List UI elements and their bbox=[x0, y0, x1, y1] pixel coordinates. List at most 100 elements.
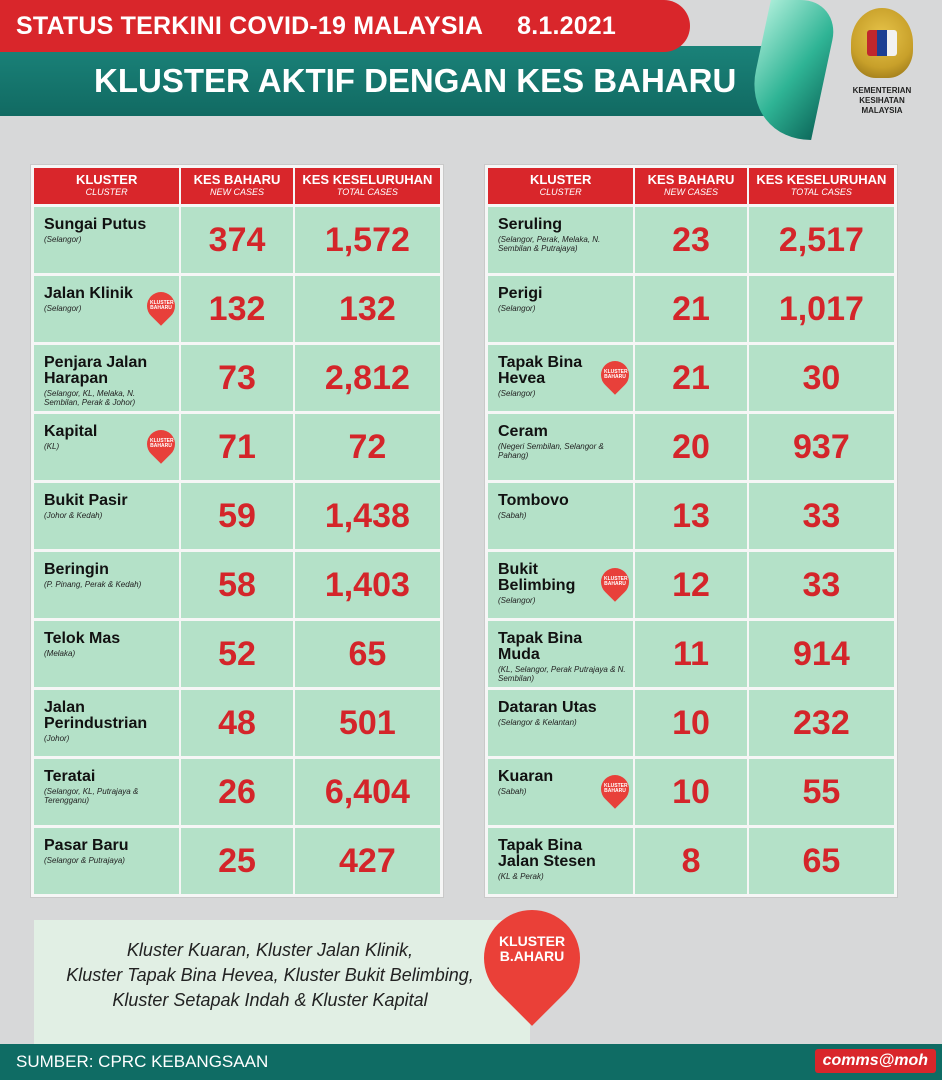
cluster-location: (Melaka) bbox=[44, 649, 76, 658]
cluster-cell: Perigi (Selangor) bbox=[488, 276, 634, 342]
cluster-cell: Tapak Bina Jalan Stesen (KL & Perak) bbox=[488, 828, 634, 894]
new-cases-cell: 11 bbox=[635, 621, 747, 687]
total-cases-value: 72 bbox=[348, 427, 387, 466]
total-cases-cell: 1,017 bbox=[748, 276, 895, 342]
new-cases-value: 71 bbox=[218, 427, 256, 466]
total-cases-value: 33 bbox=[802, 496, 841, 535]
cluster-location: (Selangor & Kelantan) bbox=[498, 718, 577, 727]
new-cases-value: 21 bbox=[672, 289, 710, 328]
table-row: Teratai (Selangor, KL, Putrajaya & Tereng… bbox=[34, 759, 441, 825]
total-cases-value: 1,438 bbox=[324, 496, 410, 535]
total-cases-cell: 1,572 bbox=[294, 207, 441, 273]
table-row: Jalan Perindustrian (Johor) 48 501 bbox=[34, 690, 441, 756]
header-new-cases: KES BAHARU NEW CASES bbox=[635, 168, 747, 204]
table-row: Telok Mas (Melaka) 52 65 bbox=[34, 621, 441, 687]
total-cases-value: 33 bbox=[802, 565, 841, 604]
cluster-name: Sungai Putus bbox=[44, 216, 147, 233]
table-row: Ceram (Negeri Sembilan, Selangor & Pahang… bbox=[488, 414, 895, 480]
note-line: Kluster Tapak Bina Hevea, Kluster Bukit … bbox=[66, 965, 474, 985]
header-new-cases: KES BAHARU NEW CASES bbox=[181, 168, 293, 204]
cluster-name: Beringin bbox=[44, 561, 109, 578]
cluster-cell: Teratai (Selangor, KL, Putrajaya & Tereng… bbox=[34, 759, 180, 825]
cluster-cell: Beringin (P. Pinang, Perak & Kedah) bbox=[34, 552, 180, 618]
cluster-cell: Seruling (Selangor, Perak, Melaka, N. Sem… bbox=[488, 207, 634, 273]
total-cases-cell: 2,812 bbox=[294, 345, 441, 411]
new-cases-cell: 374 bbox=[181, 207, 293, 273]
cluster-location: (Selangor, KL, Putrajaya & Terengganu) bbox=[44, 787, 139, 805]
cluster-cell: Kapital (KL) KLUSTER BAHARU bbox=[34, 414, 182, 480]
subtitle-banner: KLUSTER AKTIF DENGAN KES BAHARU bbox=[0, 46, 800, 116]
total-cases-value: 65 bbox=[348, 634, 387, 673]
new-cases-value: 52 bbox=[218, 634, 256, 673]
new-cases-value: 374 bbox=[208, 220, 266, 259]
new-cases-value: 11 bbox=[673, 634, 709, 673]
table-row: Sungai Putus (Selangor) 374 1,572 bbox=[34, 207, 441, 273]
cluster-name: Tapak Bina Jalan Stesen bbox=[498, 837, 596, 870]
total-cases-value: 55 bbox=[802, 772, 841, 811]
new-cases-cell: 20 bbox=[635, 414, 747, 480]
note-line: Kluster Setapak Indah & Kluster Kapital bbox=[112, 990, 428, 1010]
cluster-location: (Selangor) bbox=[44, 304, 82, 313]
cluster-cell: Telok Mas (Melaka) bbox=[34, 621, 180, 687]
cluster-cell: Tombovo (Sabah) bbox=[488, 483, 634, 549]
cluster-table-left: KLUSTER CLUSTER KES BAHARU NEW CASES KES K… bbox=[30, 164, 444, 898]
ministry-name-line2: MALAYSIA bbox=[861, 106, 903, 115]
total-cases-value: 132 bbox=[339, 289, 396, 328]
table-row: Tapak Bina Jalan Stesen (KL & Perak) 8 65 bbox=[488, 828, 895, 894]
cluster-name: Tapak Bina Muda bbox=[498, 630, 583, 663]
cluster-name: Bukit Belimbing bbox=[498, 561, 576, 594]
total-cases-value: 6,404 bbox=[324, 772, 410, 811]
cluster-location: (Selangor, Perak, Melaka, N. Sembilan & … bbox=[498, 235, 601, 253]
new-cases-cell: 10 bbox=[635, 690, 747, 756]
new-cases-cell: 13 bbox=[635, 483, 747, 549]
total-cases-cell: 55 bbox=[748, 759, 895, 825]
cluster-name: Dataran Utas bbox=[498, 699, 597, 716]
new-cases-value: 20 bbox=[672, 427, 710, 466]
header-cluster: KLUSTER CLUSTER bbox=[488, 168, 634, 204]
cluster-cell: Bukit Belimbing (Selangor) KLUSTER BAHARU bbox=[488, 552, 636, 618]
total-cases-cell: 1,438 bbox=[294, 483, 441, 549]
cluster-name: Teratai bbox=[44, 768, 96, 785]
cluster-cell: Kuaran (Sabah) KLUSTER BAHARU bbox=[488, 759, 636, 825]
new-cases-value: 21 bbox=[672, 358, 710, 397]
table-row: Bukit Pasir (Johor & Kedah) 59 1,438 bbox=[34, 483, 441, 549]
cluster-cell: Ceram (Negeri Sembilan, Selangor & Pahang… bbox=[488, 414, 634, 480]
total-cases-value: 65 bbox=[802, 841, 841, 880]
total-cases-cell: 1,403 bbox=[294, 552, 441, 618]
page-curl-decoration bbox=[741, 0, 841, 140]
table-row: Tapak Bina Muda (KL, Selangor, Perak Putr… bbox=[488, 621, 895, 687]
table-row: Bukit Belimbing (Selangor) KLUSTER BAHARU 1… bbox=[488, 552, 895, 618]
new-cases-value: 26 bbox=[218, 772, 256, 811]
total-cases-value: 914 bbox=[793, 634, 850, 673]
cluster-location: (KL & Perak) bbox=[498, 872, 544, 881]
new-cluster-note-box bbox=[34, 920, 530, 1044]
cluster-name: Jalan Perindustrian bbox=[44, 699, 148, 732]
total-cases-cell: 132 bbox=[294, 276, 441, 342]
new-cases-value: 25 bbox=[218, 841, 256, 880]
new-cases-value: 59 bbox=[218, 496, 256, 535]
new-cluster-pin-label: KLUSTER B.AHARU bbox=[498, 933, 566, 964]
new-cases-value: 10 bbox=[672, 772, 710, 811]
cluster-location: (Selangor) bbox=[498, 304, 536, 313]
total-cases-cell: 501 bbox=[294, 690, 441, 756]
ministry-logo: KEMENTERIAN KESIHATAN MALAYSIA bbox=[830, 8, 934, 118]
new-cases-value: 132 bbox=[208, 289, 266, 328]
header-total-cases: KES KESELURUHAN TOTAL CASES bbox=[748, 168, 895, 204]
note-line: Kluster Kuaran, Kluster Jalan Klinik, bbox=[126, 940, 414, 960]
cluster-cell: Tapak Bina Hevea (Selangor) KLUSTER BAHARU bbox=[488, 345, 636, 411]
report-date: 8.1.2021 bbox=[517, 11, 617, 40]
total-cases-value: 937 bbox=[793, 427, 850, 466]
page-title: STATUS TERKINI COVID-19 MALAYSIA bbox=[16, 11, 484, 40]
cluster-cell: Sungai Putus (Selangor) bbox=[34, 207, 180, 273]
new-cases-value: 73 bbox=[218, 358, 256, 397]
table-body: Sungai Putus (Selangor) 374 1,572 Jalan Klin… bbox=[31, 207, 443, 894]
cluster-location: (Selangor) bbox=[498, 596, 536, 605]
new-cases-cell: 132 bbox=[181, 276, 293, 342]
new-cases-cell: 21 bbox=[635, 276, 747, 342]
cluster-location: (Johor & Kedah) bbox=[44, 511, 103, 520]
new-cases-cell: 58 bbox=[181, 552, 293, 618]
total-cases-cell: 65 bbox=[294, 621, 441, 687]
source-text: SUMBER: CPRC KEBANGSAAN bbox=[16, 1052, 269, 1071]
new-cases-cell: 59 bbox=[181, 483, 293, 549]
table-row: Pasar Baru (Selangor & Putrajaya) 25 427 bbox=[34, 828, 441, 894]
